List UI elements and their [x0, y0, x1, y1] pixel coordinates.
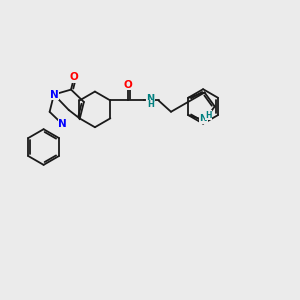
Text: N: N: [50, 89, 58, 100]
Text: N: N: [58, 119, 67, 129]
Text: H: H: [206, 110, 212, 119]
Text: N: N: [200, 114, 207, 123]
Text: O: O: [70, 73, 78, 82]
Text: N: N: [146, 94, 154, 104]
Text: H: H: [147, 100, 154, 109]
Text: O: O: [124, 80, 133, 90]
